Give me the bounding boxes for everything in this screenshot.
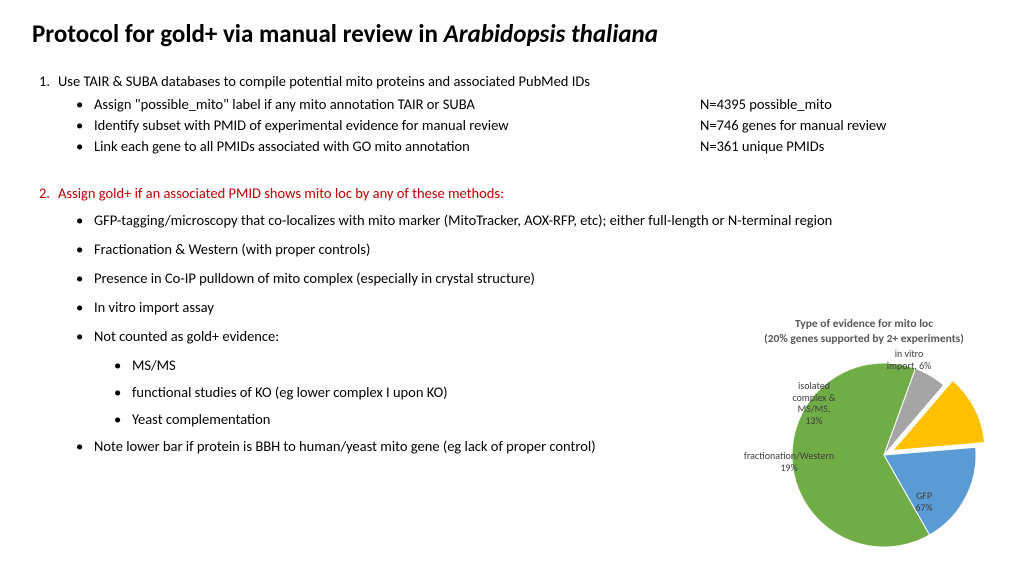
step1-text: Use TAIR & SUBA databases to compile pot… [58,71,992,92]
bullet-icon: • [76,436,94,457]
list-item: • Identify subset with PMID of experimen… [76,115,992,136]
bullet-icon: • [114,382,132,403]
bullet-icon: • [76,326,94,347]
title-italic: Arabidopsis thaliana [444,18,658,49]
bullet-icon: • [76,136,94,157]
bullet-icon: • [76,239,94,260]
list-item: • Link each gene to all PMIDs associated… [76,136,992,157]
bullet-icon: • [114,409,132,430]
pie-slice-label: isolatedcomplex &MS/MS,13% [784,380,844,426]
list-item: • Assign "possible_mito" label if any mi… [76,94,992,115]
page-title: Protocol for gold+ via manual review in … [32,18,992,49]
n-value: N=746 genes for manual review [700,115,886,136]
pie-slice-label: in vitroimport, 6% [874,348,944,371]
list-item: •Fractionation & Western (with proper co… [76,239,992,260]
bullet-icon: • [76,210,94,231]
pie-slice-label: fractionation/Western19% [734,450,844,473]
bullet-icon: • [114,355,132,376]
step-1: 1. Use TAIR & SUBA databases to compile … [32,71,992,157]
list-item: •Presence in Co-IP pulldown of mito comp… [76,268,992,289]
bullet-icon: • [76,297,94,318]
bullet-icon: • [76,268,94,289]
step1-number: 1. [32,71,58,92]
chart-title: Type of evidence for mito loc (20% genes… [734,317,994,346]
bullet-icon: • [76,115,94,136]
list-item: •In vitro import assay [76,297,992,318]
step2-number: 2. [32,183,58,204]
step1-sublist: • Assign "possible_mito" label if any mi… [76,94,992,157]
step2-text: Assign gold+ if an associated PMID shows… [58,183,992,204]
n-value: N=361 unique PMIDs [700,136,824,157]
pie-canvas: in vitroimport, 6% isolatedcomplex &MS/MS… [764,350,984,550]
n-value: N=4395 possible_mito [700,94,832,115]
pie-chart: Type of evidence for mito loc (20% genes… [734,317,994,550]
title-prefix: Protocol for gold+ via manual review in [32,18,444,49]
list-item: •GFP-tagging/microscopy that co-localize… [76,210,992,231]
pie-slice-label: GFP67% [899,490,949,513]
bullet-icon: • [76,94,94,115]
